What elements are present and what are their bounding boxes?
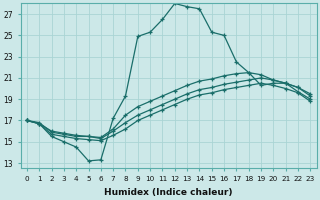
X-axis label: Humidex (Indice chaleur): Humidex (Indice chaleur) [104, 188, 233, 197]
